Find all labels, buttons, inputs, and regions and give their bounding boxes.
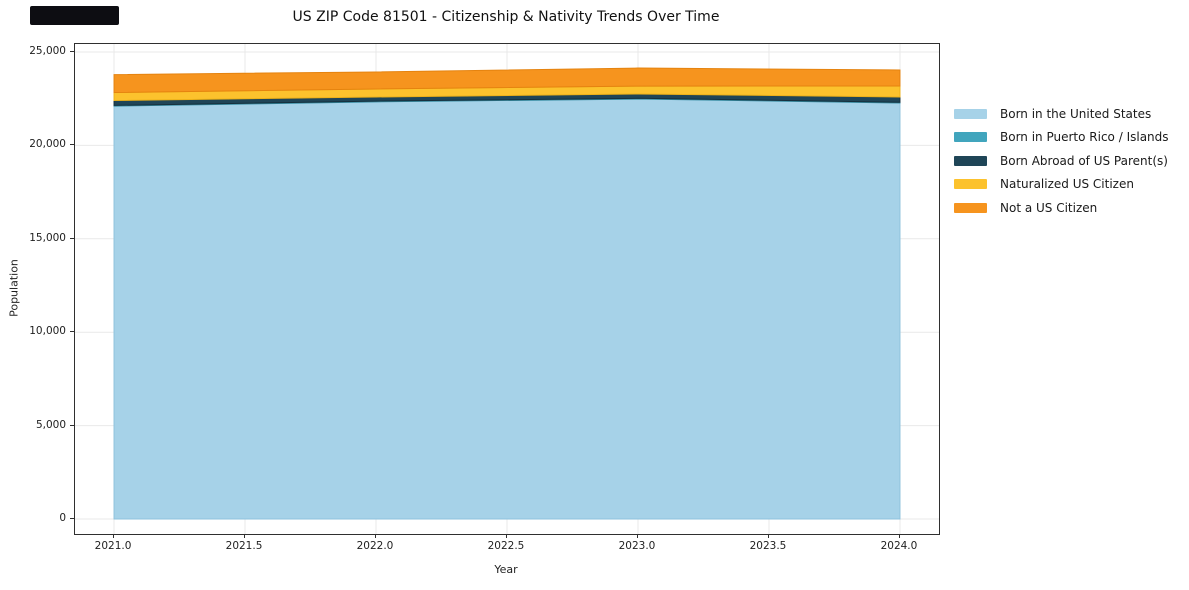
area-series xyxy=(113,98,901,520)
legend-item: Naturalized US Citizen xyxy=(954,173,1169,197)
x-tick-label: 2023.5 xyxy=(749,540,787,552)
x-tick-mark xyxy=(113,534,115,538)
y-tick-mark xyxy=(70,331,74,333)
legend-swatch xyxy=(954,108,987,119)
legend: Born in the United States Born in Puerto … xyxy=(954,102,1169,220)
y-tick-label: 25,000 xyxy=(29,44,66,57)
x-tick-mark xyxy=(767,534,769,538)
x-tick-mark xyxy=(506,534,507,538)
y-tick-mark xyxy=(70,50,74,52)
y-tick-label: 10,000 xyxy=(29,325,66,338)
legend-swatch xyxy=(954,132,987,143)
y-tick-label: 5,000 xyxy=(35,418,66,431)
legend-item: Not a US Citizen xyxy=(954,196,1169,220)
x-tick-mark xyxy=(898,534,900,538)
legend-item: Born in the United States xyxy=(954,102,1169,126)
legend-item-label: Not a US Citizen xyxy=(1000,200,1098,215)
y-axis-label: Population xyxy=(7,259,21,317)
stacked-area-chart xyxy=(75,44,939,534)
x-tick-label: 2023.0 xyxy=(618,540,656,552)
legend-item: Born in Puerto Rico / Islands xyxy=(954,126,1169,150)
y-tick-label: 15,000 xyxy=(29,231,66,244)
y-tick-mark xyxy=(70,517,74,519)
y-tick-label: 20,000 xyxy=(29,138,66,151)
dark-banner xyxy=(30,6,119,25)
x-tick-mark xyxy=(636,534,638,538)
x-tick-label: 2022.0 xyxy=(356,540,394,552)
legend-item-label: Born in Puerto Rico / Islands xyxy=(1000,130,1169,145)
chart-title: US ZIP Code 81501 - Citizenship & Nativi… xyxy=(292,9,720,25)
y-tick-mark xyxy=(70,424,74,426)
y-tick-label: 0 xyxy=(59,511,66,524)
legend-swatch xyxy=(954,202,987,213)
y-tick-mark xyxy=(70,144,74,146)
area-series xyxy=(113,67,901,94)
x-axis-label: Year xyxy=(494,563,518,576)
legend-swatch xyxy=(954,155,987,166)
x-tick-label: 2021.5 xyxy=(225,540,263,552)
legend-swatch xyxy=(954,179,987,190)
x-tick-mark xyxy=(244,534,246,538)
x-tick-label: 2024.0 xyxy=(880,540,918,552)
x-tick-label: 2022.5 xyxy=(487,540,525,552)
plot-area xyxy=(74,43,940,535)
x-tick-mark xyxy=(375,534,376,538)
legend-item-label: Born Abroad of US Parent(s) xyxy=(1000,153,1168,168)
x-tick-label: 2021.0 xyxy=(94,540,132,552)
legend-item: Born Abroad of US Parent(s) xyxy=(954,149,1169,173)
y-tick-mark xyxy=(70,237,74,239)
legend-item-label: Naturalized US Citizen xyxy=(1000,177,1134,192)
legend-item-label: Born in the United States xyxy=(1000,106,1152,121)
